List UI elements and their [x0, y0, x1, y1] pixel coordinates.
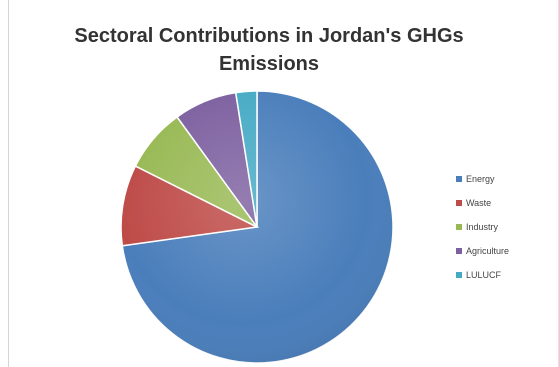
legend-label-energy: Energy [466, 174, 495, 184]
legend-item-agriculture: Agriculture [456, 239, 556, 263]
chart-title: Sectoral Contributions in Jordan's GHGs … [74, 25, 464, 75]
pie-slices [120, 90, 394, 364]
legend-swatch-lulucf [456, 272, 462, 278]
legend-label-lulucf: LULUCF [466, 270, 502, 280]
legend-swatch-industry [456, 224, 462, 230]
legend-label-industry: Industry [466, 222, 499, 232]
legend-swatch-agriculture [456, 248, 462, 254]
chart-legend: Energy Waste Industry Agriculture LULUCF [456, 167, 556, 287]
legend-label-agriculture: Agriculture [466, 246, 510, 256]
legend-item-waste: Waste [456, 191, 556, 215]
legend-item-energy: Energy [456, 167, 556, 191]
legend-swatch-waste [456, 200, 462, 206]
legend-item-industry: Industry [456, 215, 556, 239]
legend-item-lulucf: LULUCF [456, 263, 556, 287]
legend-label-waste: Waste [466, 198, 492, 208]
legend-swatch-energy [456, 176, 462, 182]
